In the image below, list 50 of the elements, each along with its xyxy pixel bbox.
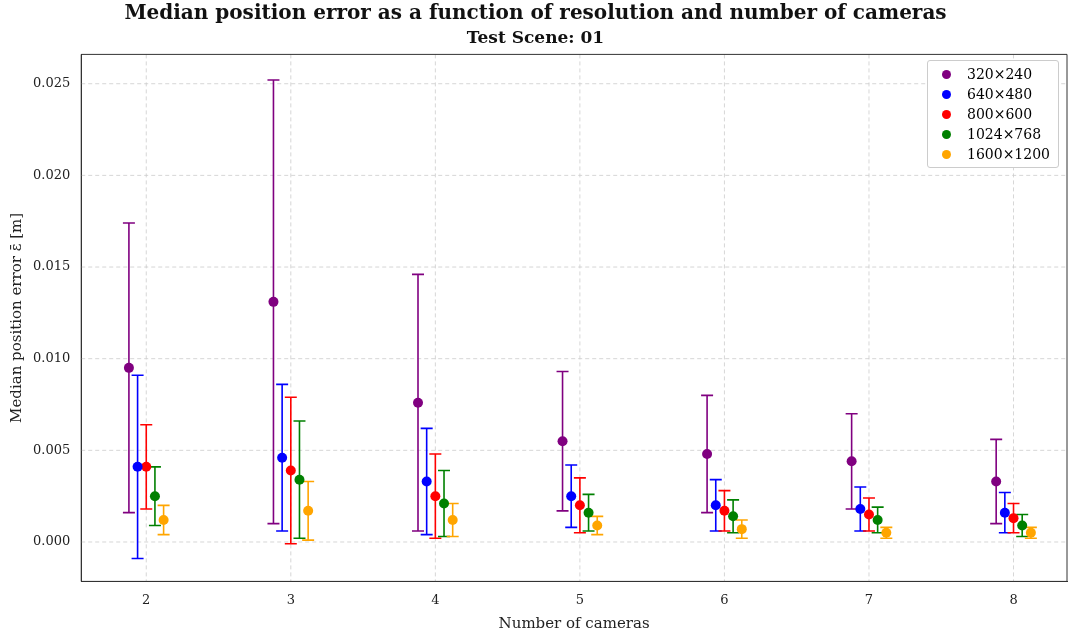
- point: [710, 500, 721, 511]
- point: [294, 474, 305, 485]
- x-tick-label: 6: [720, 591, 729, 607]
- y-tick-label: 0.015: [33, 258, 71, 274]
- legend-label: 320×240: [967, 66, 1033, 83]
- y-tick-label: 0.000: [33, 533, 71, 549]
- point: [132, 461, 143, 472]
- y-tick-label: 0.020: [33, 166, 71, 182]
- legend-label: 1600×1200: [967, 146, 1050, 163]
- y-tick-label: 0.005: [33, 441, 71, 457]
- point: [728, 511, 739, 522]
- point: [123, 362, 134, 373]
- x-tick-label: 4: [431, 591, 440, 607]
- y-axis-title: Median position error ε̄ [m]: [6, 212, 25, 423]
- point: [1017, 520, 1028, 531]
- legend-label: 640×480: [967, 86, 1033, 103]
- point: [285, 465, 296, 476]
- point: [566, 491, 577, 502]
- y-tick-label: 0.025: [33, 75, 71, 91]
- point: [999, 507, 1010, 518]
- x-tick-label: 3: [286, 591, 295, 607]
- point: [583, 507, 594, 518]
- point: [863, 509, 874, 520]
- point: [574, 500, 585, 511]
- y-tick-label: 0.010: [33, 350, 71, 366]
- legend-label: 800×600: [967, 106, 1033, 123]
- point: [277, 452, 288, 463]
- legend-label: 1024×768: [967, 126, 1042, 143]
- point: [1008, 513, 1019, 524]
- point: [439, 498, 450, 509]
- x-tick-label: 7: [864, 591, 874, 607]
- point: [846, 456, 857, 467]
- point: [719, 505, 730, 516]
- point: [141, 461, 152, 472]
- chart-title: Median position error as a function of resolution and number of cameras: [124, 0, 947, 25]
- point: [430, 491, 441, 502]
- point: [268, 296, 279, 307]
- point: [413, 397, 423, 408]
- point: [872, 514, 883, 525]
- point: [991, 476, 1002, 487]
- x-axis-title: Number of cameras: [498, 613, 650, 632]
- x-tick-label: 8: [1009, 591, 1018, 607]
- point: [421, 476, 432, 487]
- x-tick-label: 5: [575, 591, 585, 607]
- point: [149, 491, 160, 502]
- x-tick-label: 2: [142, 591, 151, 607]
- point: [557, 436, 568, 447]
- point: [855, 504, 866, 514]
- chart-subtitle: Test Scene: 01: [466, 26, 605, 47]
- point: [702, 449, 713, 459]
